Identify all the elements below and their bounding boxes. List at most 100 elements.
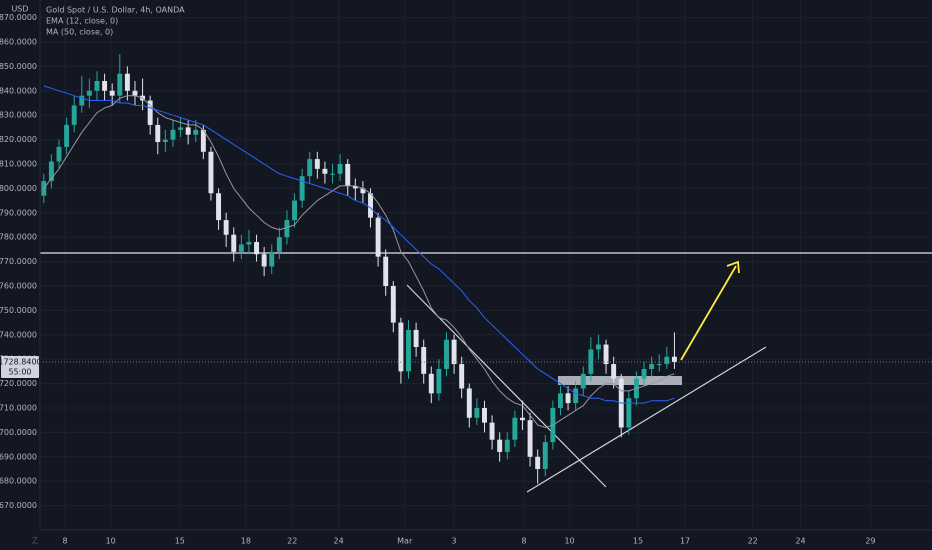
- y-tick-label: 1750.0000: [0, 306, 37, 315]
- y-tick-label: 1720.0000: [0, 379, 37, 388]
- candle-body: [102, 81, 108, 91]
- candle-body: [246, 242, 252, 245]
- candle-body: [603, 344, 609, 365]
- candle-body: [185, 127, 191, 135]
- candle-body: [109, 90, 115, 96]
- candle-body: [94, 81, 100, 91]
- candle-body: [208, 151, 214, 194]
- candle-body: [79, 95, 85, 106]
- y-axis: 1670.0000 1680.0000 1690.0000 1700.0000 1710…: [0, 13, 37, 510]
- y-tick-label: 1700.0000: [0, 428, 37, 437]
- x-tick-label: 10: [106, 537, 116, 546]
- candle-body: [162, 139, 168, 143]
- candle-body: [276, 237, 282, 252]
- candle-body: [216, 193, 222, 221]
- candle-body: [345, 163, 351, 186]
- candle-body: [459, 364, 465, 389]
- last-price-box: [1, 356, 39, 379]
- y-tick-label: 1710.0000: [0, 403, 37, 412]
- candle-body: [512, 417, 518, 440]
- candle-body: [48, 161, 54, 182]
- candle-body: [314, 159, 320, 169]
- indicator-line: [43, 95, 675, 429]
- y-tick-label: 1830.0000: [0, 111, 37, 120]
- arrow-head: [726, 260, 740, 274]
- candle-body: [64, 124, 70, 147]
- x-tick-label: 22: [748, 537, 758, 546]
- candle-body: [436, 368, 442, 394]
- candle-body: [444, 339, 449, 369]
- trend-line: [406, 284, 607, 488]
- y-tick-label: 1810.0000: [0, 159, 37, 168]
- candle-body: [124, 73, 130, 91]
- candle-body: [330, 173, 335, 175]
- candle-body: [261, 254, 267, 267]
- candle-body: [178, 127, 184, 130]
- candle-body: [337, 163, 343, 174]
- candle-body: [474, 407, 480, 418]
- candle-body: [56, 146, 62, 162]
- candle-body: [284, 220, 290, 238]
- candle-body: [307, 159, 313, 177]
- candle-body: [86, 90, 92, 96]
- candle-body: [322, 168, 328, 174]
- candle-body: [155, 124, 161, 143]
- y-tick-label: 1800.0000: [0, 184, 37, 193]
- y-tick-label: 1690.0000: [0, 452, 37, 461]
- trend-line: [526, 346, 767, 493]
- x-tick-label: 22: [287, 537, 297, 546]
- candle-body: [170, 129, 176, 140]
- arrow: [680, 260, 740, 361]
- x-tick-label: 10: [564, 537, 574, 546]
- candle-body: [223, 220, 229, 235]
- candle-body: [292, 200, 298, 221]
- candle-body: [428, 373, 434, 394]
- candle-body: [565, 393, 571, 404]
- candle-body: [269, 251, 275, 267]
- candle-body: [656, 364, 662, 366]
- indicator-line: [43, 85, 675, 404]
- candle-body: [542, 442, 548, 469]
- candle-body: [375, 217, 381, 257]
- legend: EMA (12, close, 0) MA (50, close, 0): [46, 17, 118, 37]
- candle-body: [406, 329, 411, 372]
- x-tick-label: 24: [334, 537, 344, 546]
- x-tick-label: 15: [175, 537, 185, 546]
- candle-body: [117, 73, 123, 96]
- y-tick-label: 1790.0000: [0, 208, 37, 217]
- candle-body: [641, 368, 647, 379]
- candle-body: [71, 105, 77, 125]
- y-tick-label: 1820.0000: [0, 135, 37, 144]
- y-tick-label: 1870.0000: [0, 13, 37, 22]
- indicators: [43, 85, 675, 429]
- legend-entry: EMA (12, close, 0): [46, 17, 118, 26]
- x-tick-label: Mar: [397, 537, 413, 546]
- candle-body: [595, 344, 601, 350]
- candle-body: [557, 393, 563, 408]
- candle-body: [200, 129, 206, 152]
- x-tick-label: 8: [63, 537, 68, 546]
- candle-body: [231, 234, 237, 252]
- candle-body: [238, 244, 244, 252]
- candle-body: [398, 322, 404, 372]
- candle-body: [193, 129, 199, 135]
- arrow-line: [680, 265, 737, 361]
- x-tick-label: 8: [521, 537, 526, 546]
- y-tick-label: 1850.0000: [0, 62, 37, 71]
- candle-body: [535, 456, 541, 469]
- y-tick-label: 1760.0000: [0, 281, 37, 290]
- grid: [40, 0, 932, 530]
- candle-body: [580, 373, 586, 389]
- candle-body: [626, 398, 632, 428]
- logo: Z: [32, 537, 38, 547]
- candle-body: [664, 356, 670, 365]
- x-tick-label: 3: [452, 537, 457, 546]
- candle-body: [390, 285, 396, 323]
- candle-body: [520, 417, 525, 421]
- candle-body: [671, 356, 677, 363]
- candle-body: [482, 407, 487, 423]
- legend-entry: MA (50, close, 0): [46, 28, 113, 37]
- countdown: 55:00: [8, 368, 31, 377]
